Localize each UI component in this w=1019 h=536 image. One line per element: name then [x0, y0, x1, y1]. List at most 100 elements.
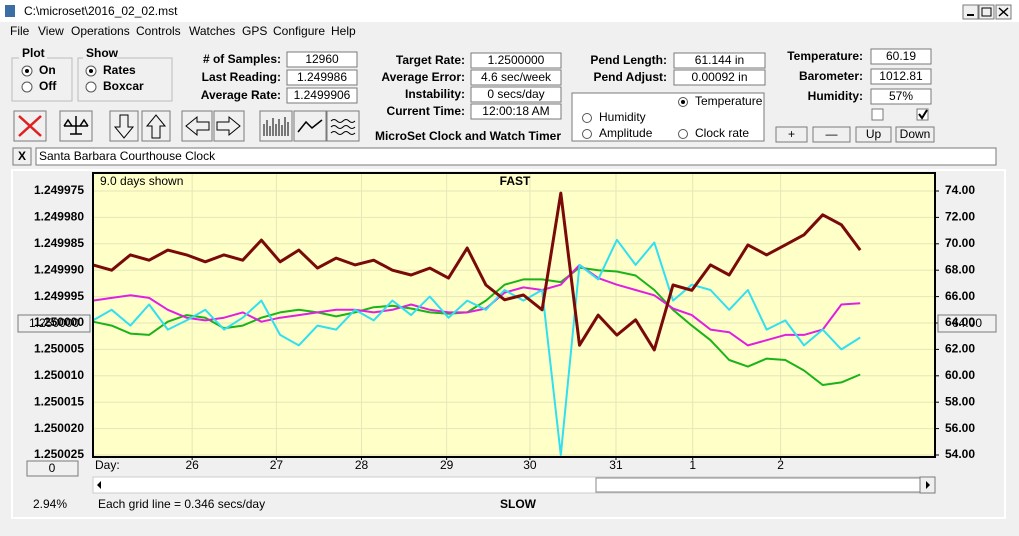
menu-item[interactable]: Controls — [136, 24, 181, 38]
radio-dot — [681, 100, 685, 104]
radio-button[interactable] — [85, 81, 97, 93]
field-value: 1.2500000 — [488, 53, 545, 67]
legend-label: Clock rate — [695, 126, 749, 140]
adjust-button[interactable] — [775, 126, 808, 143]
right-center-button[interactable] — [937, 314, 997, 333]
field-value: 57% — [889, 89, 913, 103]
field-label: Average Error: — [381, 70, 465, 84]
plot-area — [92, 172, 936, 458]
y-tick-label: 1.249990 — [34, 262, 84, 276]
legend-label: Amplitude — [599, 126, 653, 140]
field-box — [673, 69, 766, 86]
menu-item[interactable]: Help — [331, 24, 356, 38]
y-tick-label: 1.249980 — [34, 210, 84, 224]
adjust-button[interactable] — [812, 126, 851, 143]
slow-label: SLOW — [500, 497, 537, 511]
clear-icon — [18, 115, 42, 137]
series-line — [92, 191, 862, 352]
checkbox[interactable] — [916, 108, 929, 121]
fast-label: FAST — [500, 174, 531, 188]
x-tick-label: 27 — [270, 458, 284, 472]
field-label: Humidity: — [808, 89, 863, 103]
y-tick-label: 1.250000 — [34, 315, 84, 329]
show-group-title: Show — [86, 46, 119, 60]
menu-item[interactable]: GPS — [242, 24, 267, 38]
y-tick-label: 1.250015 — [34, 394, 84, 408]
radio-dot — [89, 69, 93, 73]
maximize-icon — [981, 7, 992, 17]
field-value: 1012.81 — [879, 69, 923, 83]
field-label: Barometer: — [799, 69, 863, 83]
show-groupbox — [77, 57, 173, 102]
radio-dot — [25, 69, 29, 73]
minimize-button[interactable] — [962, 4, 979, 20]
legend-label: Humidity — [599, 110, 646, 124]
field-label: Average Rate: — [201, 88, 281, 102]
radio-label: Off — [39, 79, 57, 93]
menu-bar: File View Operations Controls Watches GPS Conf… — [10, 24, 356, 38]
y2-tick-label: 62.00 — [945, 342, 975, 356]
y2-tick-label: 74.00 — [945, 183, 975, 197]
toolbar — [13, 110, 360, 142]
adjust-button[interactable] — [855, 126, 892, 143]
field-value: 0.00092 in — [691, 70, 747, 84]
field-label: Current Time: — [387, 104, 465, 118]
adjust-button-label: Down — [900, 127, 931, 141]
legend: Temperature Humidity Amplitude Clock rate — [582, 94, 763, 140]
adjust-button-label: + — [788, 127, 795, 141]
menu-item[interactable]: Operations — [71, 24, 130, 38]
radio-button[interactable] — [21, 81, 33, 93]
field-box — [870, 48, 932, 65]
x-tick-label: 28 — [355, 458, 369, 472]
window-title: C:\microset\2016_02_02.mst — [24, 4, 178, 18]
left-center-button[interactable] — [17, 314, 91, 333]
x-tick-label: 26 — [185, 458, 199, 472]
note-field[interactable] — [35, 147, 997, 166]
chart — [92, 174, 939, 460]
menu-item[interactable]: Configure — [273, 24, 325, 38]
x-tick-label: 30 — [523, 458, 537, 472]
scroll-right — [926, 481, 930, 489]
plot-group-title: Plot — [22, 46, 45, 60]
checkbox[interactable] — [871, 108, 884, 121]
field-value: 12960 — [305, 52, 339, 66]
offset-button[interactable] — [26, 460, 79, 477]
menu-item[interactable]: Watches — [189, 24, 235, 38]
bars-icon — [263, 117, 289, 136]
field-label: Temperature: — [787, 49, 863, 63]
left-center-label: 1.250000 — [29, 316, 79, 330]
legend-radio[interactable] — [678, 129, 688, 139]
y2-tick-label: 56.00 — [945, 421, 975, 435]
x-tick-label: 1 — [689, 458, 696, 472]
close-note-button[interactable] — [12, 147, 32, 166]
field-label: Last Reading: — [202, 70, 281, 84]
legend-radio[interactable] — [582, 129, 592, 139]
maximize-button[interactable] — [978, 4, 995, 20]
field-value: 61.144 in — [695, 53, 744, 67]
app-icon — [5, 5, 15, 17]
menu-item[interactable]: View — [38, 24, 64, 38]
series-line — [92, 238, 861, 456]
y2-tick-label: 58.00 — [945, 394, 975, 408]
menu-item[interactable]: File — [10, 24, 30, 38]
scroll-left[interactable] — [97, 481, 101, 489]
note-text: Santa Barbara Courthouse Clock — [39, 149, 216, 163]
y2-tick-label: 54.00 — [945, 447, 975, 461]
grid-note: Each grid line = 0.346 secs/day — [98, 497, 265, 511]
adjust-button[interactable] — [895, 126, 935, 143]
y2-tick-label: 68.00 — [945, 262, 975, 276]
window-controls[interactable] — [962, 4, 1012, 20]
legend-radio[interactable] — [582, 113, 592, 123]
y2-tick-label: 66.00 — [945, 289, 975, 303]
percent: 2.94% — [33, 497, 67, 511]
readouts: # of Samples: 12960 Last Reading: 1.249986 A… — [201, 48, 932, 120]
y-tick-label: 1.249985 — [34, 236, 84, 250]
field-box — [286, 51, 358, 68]
y2-tick-label: 72.00 — [945, 210, 975, 224]
left-button[interactable] — [181, 110, 213, 142]
scroll-thumb[interactable] — [595, 477, 921, 493]
right-button[interactable] — [213, 110, 245, 142]
y-tick-label: 1.250005 — [34, 342, 84, 356]
down-button[interactable] — [109, 110, 139, 142]
y-tick-label: 1.249995 — [34, 289, 84, 303]
